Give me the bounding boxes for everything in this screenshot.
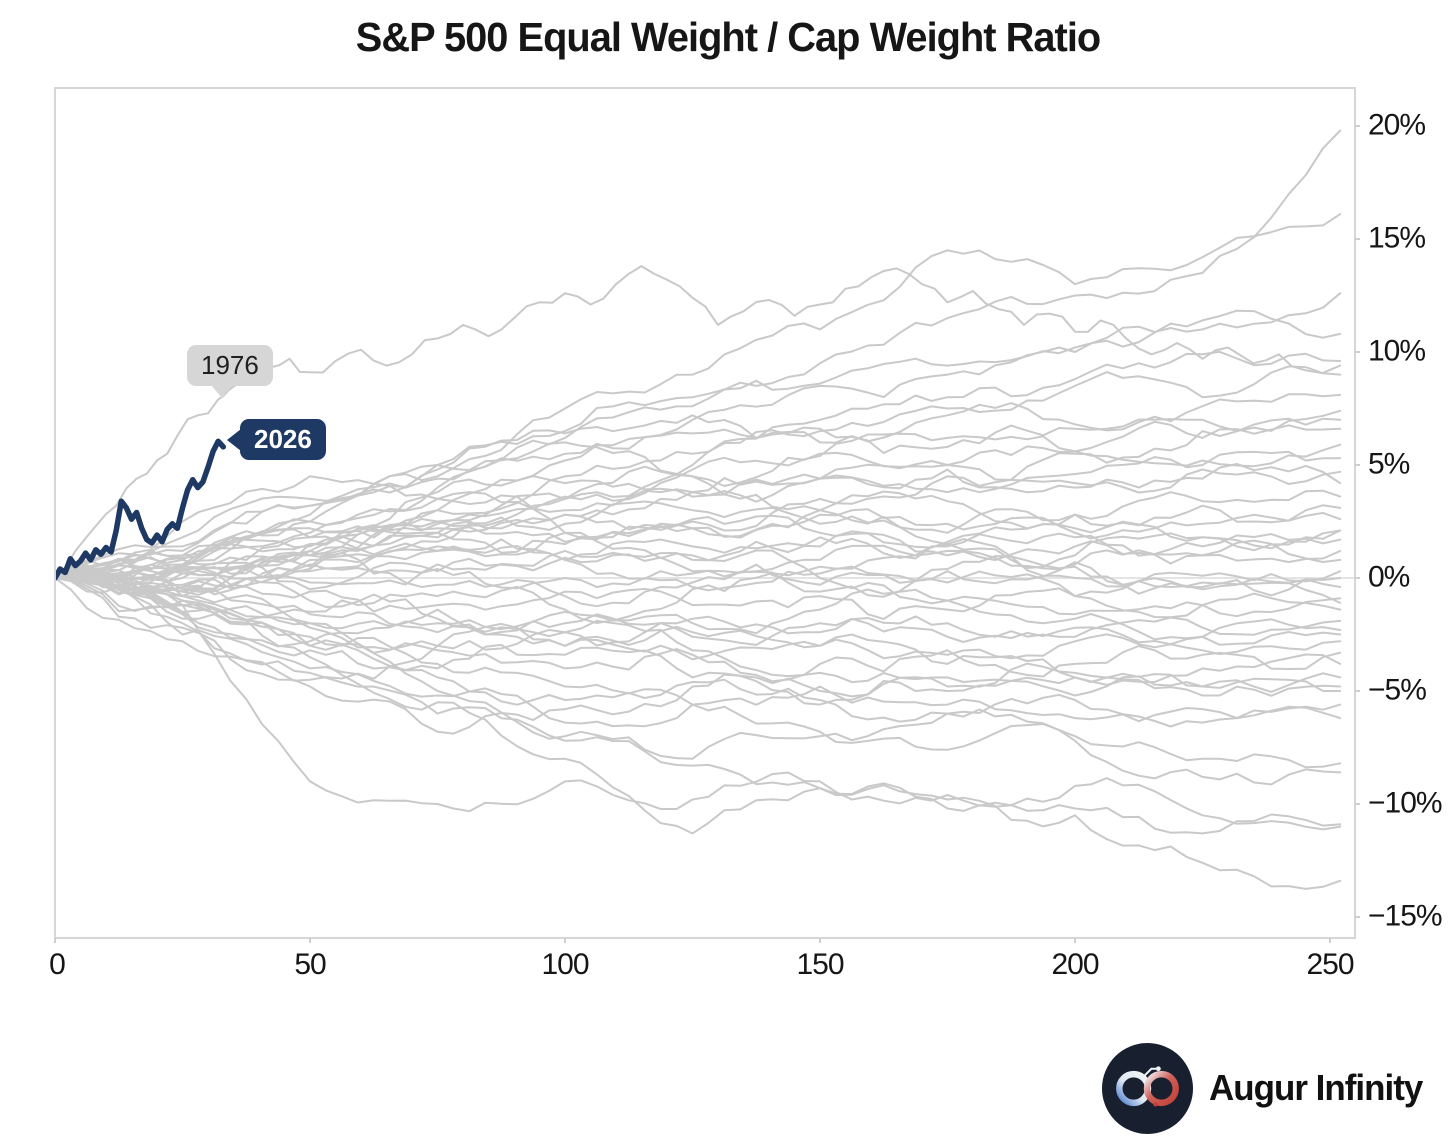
simulation-line (56, 514, 1342, 579)
simulation-line (56, 409, 1342, 579)
annotation-badge-1976: 1976 (187, 345, 273, 398)
y-tick-label-0: 0% (1368, 560, 1410, 594)
x-tick-label-0: 0 (49, 948, 66, 981)
simulation-line (56, 576, 1342, 786)
x-tick-label-200: 200 (1051, 948, 1099, 981)
simulation-line (56, 441, 1342, 604)
highlight-line-2026 (56, 438, 227, 581)
simulation-line (56, 566, 1342, 608)
simulation-line (56, 571, 1342, 678)
infinity-logo-icon (1101, 1042, 1194, 1134)
y-tick-label-neg10: −10% (1368, 786, 1443, 820)
annotation-badge-1976-pointer-icon (211, 385, 233, 398)
simulation-line (56, 553, 1342, 591)
simulation-line (56, 577, 1342, 728)
annotation-badge-2026-label: 2026 (254, 424, 312, 454)
simulation-line (56, 572, 1342, 646)
simulation-line (56, 309, 1342, 579)
simulation-line (56, 572, 1342, 769)
simulation-line (56, 572, 1342, 686)
simulation-line (56, 566, 1342, 620)
y-tick-label-neg5: −5% (1368, 673, 1427, 707)
simulation-line (56, 417, 1342, 594)
y-tick-label-5: 5% (1368, 447, 1410, 481)
simulation-line (56, 572, 1342, 698)
chart-title: S&P 500 Equal Weight / Cap Weight Ratio (355, 14, 1101, 60)
plot-frame (54, 87, 1356, 939)
simulation-line (56, 570, 1342, 660)
simulation-line (56, 569, 1342, 890)
y-tick-label-10: 10% (1368, 334, 1426, 368)
simulation-line (56, 475, 1342, 646)
simulation-line (56, 292, 1342, 579)
annotation-badge-2026-pointer-icon (227, 428, 241, 451)
simulation-line (56, 577, 1342, 735)
y-tick-label-15: 15% (1368, 221, 1426, 255)
simulation-line (56, 532, 1342, 582)
simulation-line (56, 213, 1342, 579)
simulation-line (56, 569, 1342, 835)
brand-footer: Augur Infinity (1100, 1040, 1429, 1136)
brand-name: Augur Infinity (1209, 1067, 1423, 1108)
x-tick-label-50: 50 (294, 948, 326, 981)
simulation-line (56, 350, 1342, 579)
y-tick-label-neg15: −15% (1368, 899, 1443, 933)
annotation-badge-1976-label: 1976 (201, 350, 259, 380)
simulation-line (56, 508, 1342, 583)
simulation-line (56, 569, 1342, 693)
simulation-line (56, 529, 1342, 682)
y-tick-label-20: 20% (1368, 108, 1426, 142)
simulation-line (56, 555, 1342, 597)
x-tick-label-100: 100 (541, 948, 589, 981)
x-tick-label-150: 150 (796, 948, 844, 981)
x-tick-label-250: 250 (1306, 948, 1354, 981)
simulation-line (56, 450, 1342, 598)
annotation-badge-2026: 2026 (227, 419, 326, 460)
simulation-line (56, 571, 1342, 831)
